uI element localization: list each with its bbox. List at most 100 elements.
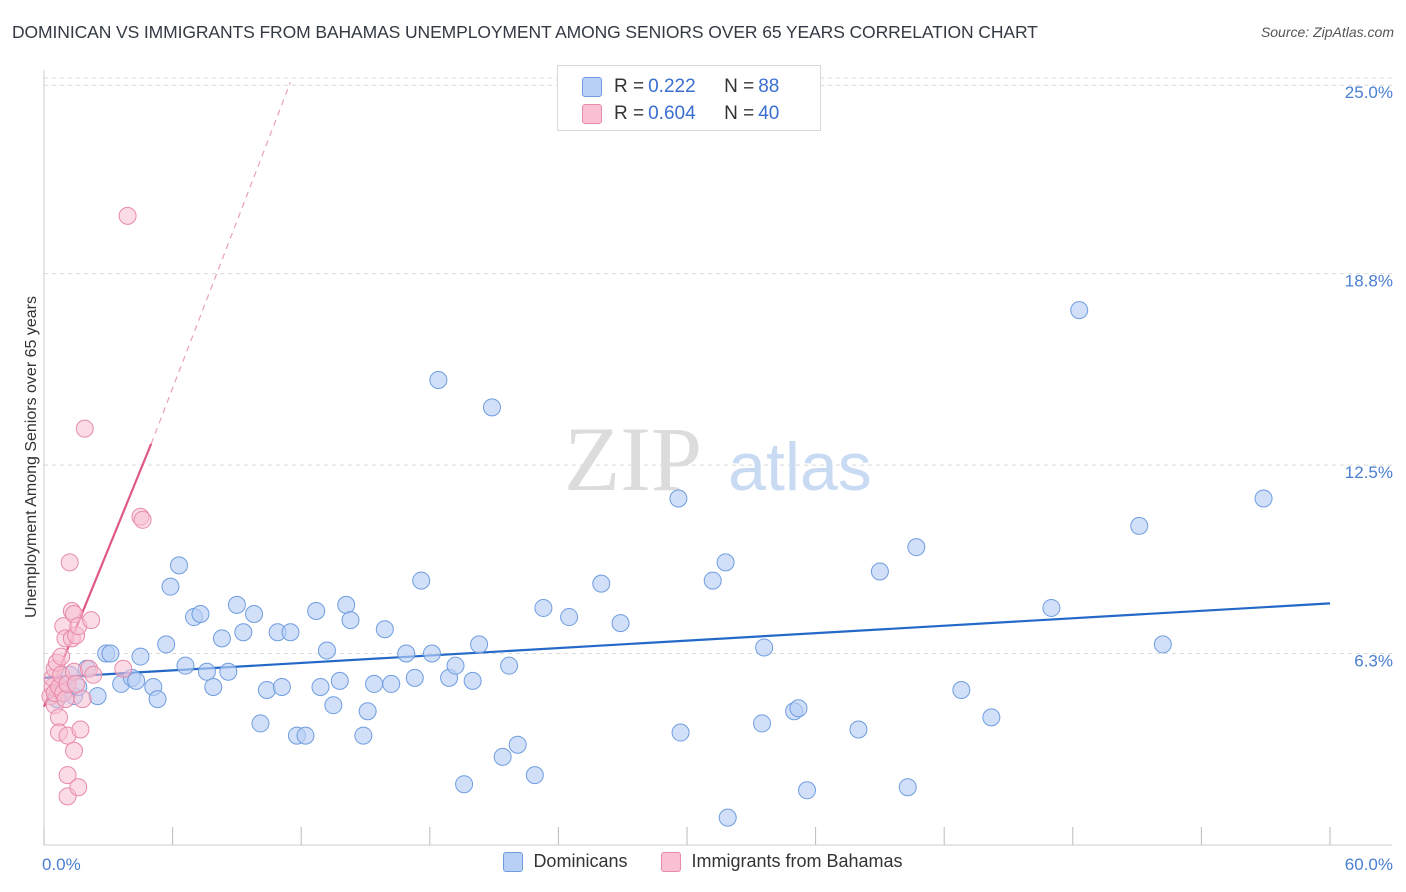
legend-item-bahamas[interactable]: Immigrants from Bahamas — [661, 851, 903, 872]
dominicans-point — [330, 671, 349, 690]
dominicans-point — [397, 644, 416, 663]
dominicans-point — [671, 723, 690, 742]
bahamas-point — [52, 647, 71, 666]
dominicans-point — [296, 726, 315, 745]
dominicans-point — [952, 681, 971, 699]
dominicans-point — [669, 489, 688, 508]
legend-swatch-pink — [661, 851, 682, 872]
legend-r-value: 0.222 — [648, 76, 696, 97]
dominicans-point — [716, 553, 735, 572]
bahamas-point — [75, 419, 94, 438]
tick-labels: 6.3% 12.5% 18.8% 25.0% 0.0% 60.0% — [42, 83, 1393, 874]
chart-source: Source: ZipAtlas.com — [1260, 24, 1394, 40]
x-tick-label: 0.0% — [42, 855, 81, 874]
dominicans-point — [455, 775, 474, 794]
bahamas-point — [65, 741, 84, 760]
dominicans-point — [212, 629, 231, 648]
bahamas-trend-extension — [150, 81, 292, 445]
dominicans-point — [898, 778, 917, 797]
dominicans-point — [375, 620, 394, 639]
dominicans-point — [365, 674, 384, 693]
dominicans-point — [234, 623, 253, 642]
legend-row-bahamas: R = 0.604 N = 40 — [582, 101, 779, 127]
dominicans-point — [1254, 489, 1273, 508]
watermark-atlas: atlas — [728, 429, 872, 505]
legend-r-label: R = — [614, 76, 645, 97]
dominicans-point — [870, 562, 889, 581]
dominicans-point — [101, 644, 120, 663]
dominicans-point — [161, 577, 180, 596]
legend-swatch-pink — [582, 104, 602, 124]
y-tick-label: 12.5% — [1345, 463, 1393, 482]
dominicans-point — [272, 677, 291, 696]
dominicans-point — [157, 635, 176, 654]
dominicans-point — [789, 699, 808, 718]
y-tick-label: 25.0% — [1345, 83, 1393, 102]
x-tick-label: 60.0% — [1345, 855, 1393, 874]
dominicans-point — [849, 720, 868, 739]
bahamas-point — [84, 665, 103, 684]
bahamas-point — [118, 206, 137, 225]
dominicans-point — [227, 595, 246, 614]
y-tick-label: 6.3% — [1354, 652, 1393, 671]
dominicans-point — [358, 702, 377, 721]
dominicans-point — [611, 614, 630, 633]
dominicans-point — [354, 726, 373, 745]
legend-n-label: N = — [724, 76, 755, 97]
series-legend: Dominicans Immigrants from Bahamas — [0, 851, 1406, 872]
dominicans-point — [560, 608, 579, 627]
legend-label: Dominicans — [533, 851, 628, 871]
dominicans-point — [429, 371, 448, 389]
dominicans-point — [127, 671, 146, 690]
dominicans-point — [197, 662, 216, 681]
dominicans-point — [703, 571, 722, 590]
dominicans-point — [500, 656, 519, 675]
dominicans-point — [493, 747, 512, 766]
bahamas-point — [71, 720, 90, 739]
dominicans-point — [251, 714, 270, 733]
dominicans-point — [592, 574, 611, 593]
dominicans-point — [405, 668, 424, 687]
dominicans-point — [798, 781, 817, 800]
y-axis-label: Unemployment Among Seniors over 65 years — [23, 296, 40, 618]
dominicans-point — [718, 808, 737, 827]
axes — [43, 70, 1392, 846]
dominicans-point — [341, 611, 360, 630]
watermark: ZIP atlas — [564, 408, 872, 510]
bahamas-point — [56, 690, 75, 709]
legend-n-value: 88 — [758, 76, 780, 97]
y-tick-label: 18.8% — [1345, 272, 1393, 291]
bahamas-point — [82, 611, 101, 630]
bahamas-point — [60, 553, 79, 572]
dominicans-point — [508, 735, 527, 754]
dominicans-point — [191, 605, 210, 624]
dominicans-point — [1070, 301, 1089, 320]
dominicans-point — [907, 538, 926, 557]
chart-title: DOMINICAN VS IMMIGRANTS FROM BAHAMAS UNE… — [12, 22, 1038, 42]
bahamas-point — [69, 778, 88, 797]
dominicans-point — [982, 708, 1001, 727]
correlation-legend: R = 0.222 N = 88 R = 0.604 N = 40 — [557, 65, 821, 131]
dominicans-point — [281, 623, 300, 642]
bahamas-point — [58, 766, 77, 785]
dominicans-point — [148, 690, 167, 709]
bahamas-point — [50, 708, 69, 727]
dominicans-point — [170, 556, 189, 575]
dominicans-point — [307, 601, 326, 620]
dominicans-point — [1153, 635, 1172, 654]
dominicans-point — [755, 638, 774, 657]
legend-item-dominicans[interactable]: Dominicans — [503, 851, 627, 872]
dominicans-point — [317, 641, 336, 660]
legend-swatch-blue — [503, 851, 524, 872]
dominicans-point — [446, 656, 465, 675]
bahamas-point — [73, 690, 92, 709]
dominicans-point — [1042, 598, 1061, 617]
dominicans-point — [245, 605, 264, 624]
legend-r-label: R = — [614, 103, 645, 124]
dominicans-point — [412, 571, 431, 590]
dominicans-point — [525, 766, 544, 785]
legend-r-value: 0.604 — [648, 103, 696, 124]
legend-n-label: N = — [724, 103, 755, 124]
bahamas-point — [133, 510, 152, 529]
